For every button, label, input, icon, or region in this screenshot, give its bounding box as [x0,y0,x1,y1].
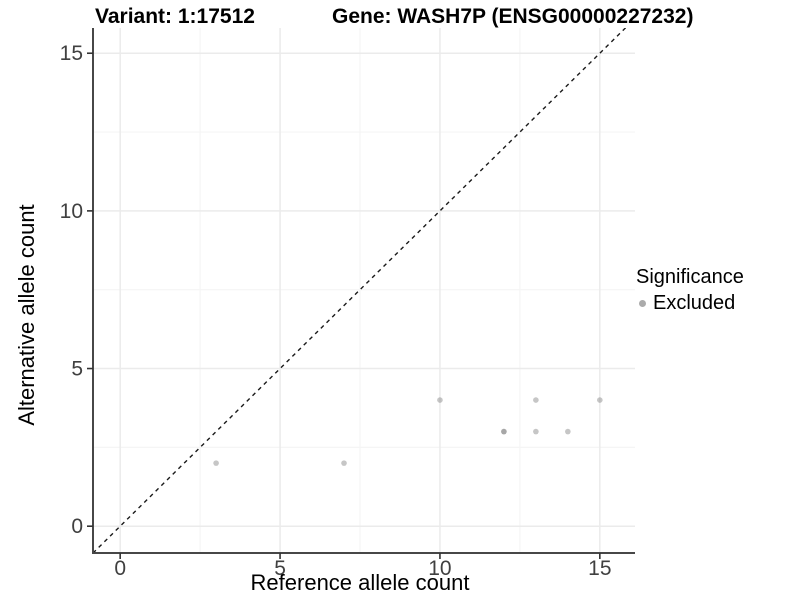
y-tick-label: 5 [71,358,83,381]
identity-line [93,28,627,553]
legend-item-label: Excluded [653,292,736,314]
y-tick-label: 15 [60,42,83,65]
data-point [533,428,539,435]
data-point [533,397,539,403]
x-axis-title: Reference allele count [250,570,470,595]
legend-point-icon [639,300,646,307]
data-point [501,428,507,435]
y-axis-title: Alternative allele count [14,204,39,426]
data-point [437,397,443,403]
data-points [213,397,603,466]
x-tick-label: 10 [428,557,451,580]
y-tick-label: 10 [60,200,83,223]
legend-title: Significance [636,266,744,288]
grid-major [93,28,635,553]
plot-title-gene: Gene: WASH7P (ENSG00000227232) [332,5,694,28]
x-tick-label: 5 [274,557,286,580]
x-tick-label: 0 [114,557,126,580]
plot-title-variant: Variant: 1:17512 [95,5,255,28]
x-tick-label: 15 [588,557,611,580]
x-axis-ticks: 0 5 10 15 [114,553,612,580]
data-point [341,460,347,466]
y-tick-label: 0 [71,515,83,538]
legend-item-excluded: Excluded [636,292,744,315]
grid-minor [93,28,635,553]
data-point [565,428,571,435]
legend: Significance Excluded [636,266,744,315]
data-point [501,428,507,435]
data-point [213,460,219,466]
y-axis-ticks: 0 5 10 15 [60,42,93,538]
data-point [597,397,603,403]
